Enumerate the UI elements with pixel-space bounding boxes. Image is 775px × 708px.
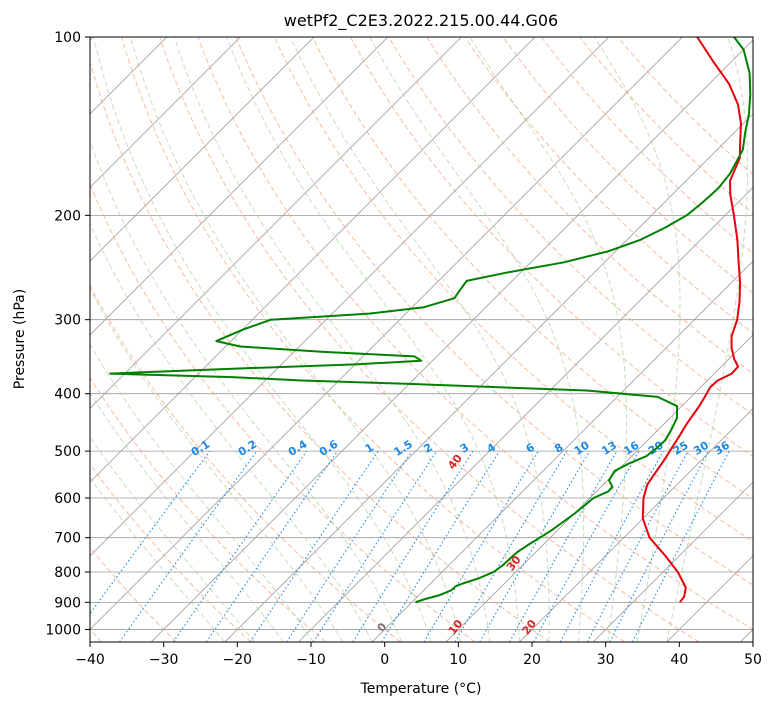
axis-ticks: −40 −30 −20 −10 0 10 20 30 40 50 1000 900 800 700 600 5… <box>45 30 762 668</box>
y-axis-label: Pressure (hPa) <box>12 289 28 389</box>
isotherm-line <box>90 37 683 631</box>
x-axis-label: Temperature (°C) <box>360 681 482 697</box>
x-tick-label: −40 <box>75 652 105 668</box>
y-tick-label: 600 <box>54 491 81 507</box>
moist-adiabat-line <box>93 37 432 642</box>
x-tick-label: −20 <box>223 652 253 668</box>
dry-adiabat-line <box>90 284 401 642</box>
mixing-ratio-line <box>249 450 379 642</box>
y-tick-label: 1000 <box>45 622 81 638</box>
moist-adiabat-line <box>593 37 681 642</box>
y-tick-label: 500 <box>54 444 81 460</box>
moist-adiabat-line <box>90 476 226 642</box>
y-tick-label: 900 <box>54 595 81 611</box>
x-tick-label: 50 <box>744 652 762 668</box>
mixing-ratio-line <box>559 450 664 642</box>
isotherm-line <box>90 37 315 262</box>
isotherm-line <box>445 334 753 642</box>
moist-adiabat-line <box>90 436 255 642</box>
mixing-ratio-line <box>286 450 413 642</box>
dry-adiabat-line <box>464 37 753 334</box>
dry-adiabat-line <box>159 37 700 642</box>
mixing-ratio-line <box>172 450 308 642</box>
mixing-ratio-line <box>205 450 338 642</box>
moist-adiabat-line <box>90 392 285 642</box>
moist-adiabat-line <box>173 37 491 642</box>
mixing-ratio-line <box>313 450 438 642</box>
isotherm-line <box>224 113 753 642</box>
dry-adiabat-line <box>235 37 753 586</box>
mixing-ratio-line <box>90 450 211 615</box>
x-tick-label: −10 <box>296 652 326 668</box>
isotherm-line <box>90 37 462 410</box>
moist-adiabat-line <box>469 37 627 642</box>
isotherm-line <box>90 37 536 483</box>
x-tick-label: −30 <box>149 652 179 668</box>
x-tick-label: 30 <box>597 652 615 668</box>
plot-area: 0.10.20.40.611.52346810131620253036-100-… <box>90 37 753 642</box>
mixing-ratio-line <box>509 450 618 642</box>
x-tick-label: 0 <box>380 652 389 668</box>
x-tick-label: 40 <box>670 652 688 668</box>
moist-adiabat-line <box>90 343 314 642</box>
y-tick-label: 800 <box>54 565 81 581</box>
mixing-ratio-line <box>632 450 730 642</box>
moist-adiabat-line <box>130 37 461 642</box>
mixing-ratio-line <box>533 450 640 642</box>
mixing-ratio-line <box>381 450 500 642</box>
moist-adiabat-line <box>90 288 344 642</box>
moist-adiabat-line <box>666 37 749 642</box>
y-tick-label: 400 <box>54 387 81 403</box>
moist-adiabat-line <box>369 37 585 642</box>
isotherm-line <box>519 407 753 642</box>
dry-adiabat-line <box>502 37 753 294</box>
plot-frame <box>89 36 754 643</box>
isotherm-line <box>90 37 241 189</box>
y-tick-label: 300 <box>54 313 81 329</box>
moist-adiabat-line <box>226 37 520 642</box>
dry-adiabat-line <box>273 37 753 543</box>
dewpoint-profile <box>109 37 752 604</box>
x-tick-label: 20 <box>523 652 541 668</box>
mixing-ratio-line <box>352 450 474 642</box>
isotherm-line <box>90 37 610 557</box>
temperature-profile <box>641 37 742 603</box>
dry-adiabat-line <box>388 37 753 416</box>
isotherm-line <box>90 37 389 336</box>
mixing-ratio-line <box>119 450 258 642</box>
y-tick-label: 700 <box>54 531 81 547</box>
y-tick-label: 100 <box>54 30 81 46</box>
dry-adiabat-line <box>90 60 551 642</box>
moist-adiabat-line <box>290 37 550 642</box>
x-tick-label: 10 <box>449 652 467 668</box>
dry-adiabat-line <box>90 546 177 642</box>
isotherm-line <box>371 260 753 642</box>
dry-adiabat-line <box>121 37 625 642</box>
isotherm-line <box>150 39 753 642</box>
moist-adiabat-line <box>90 222 373 642</box>
y-tick-label: 200 <box>54 208 81 224</box>
chart-title: wetPf2_C2E3.2022.215.00.44.G06 <box>284 11 558 31</box>
isotherm-line <box>592 481 753 642</box>
